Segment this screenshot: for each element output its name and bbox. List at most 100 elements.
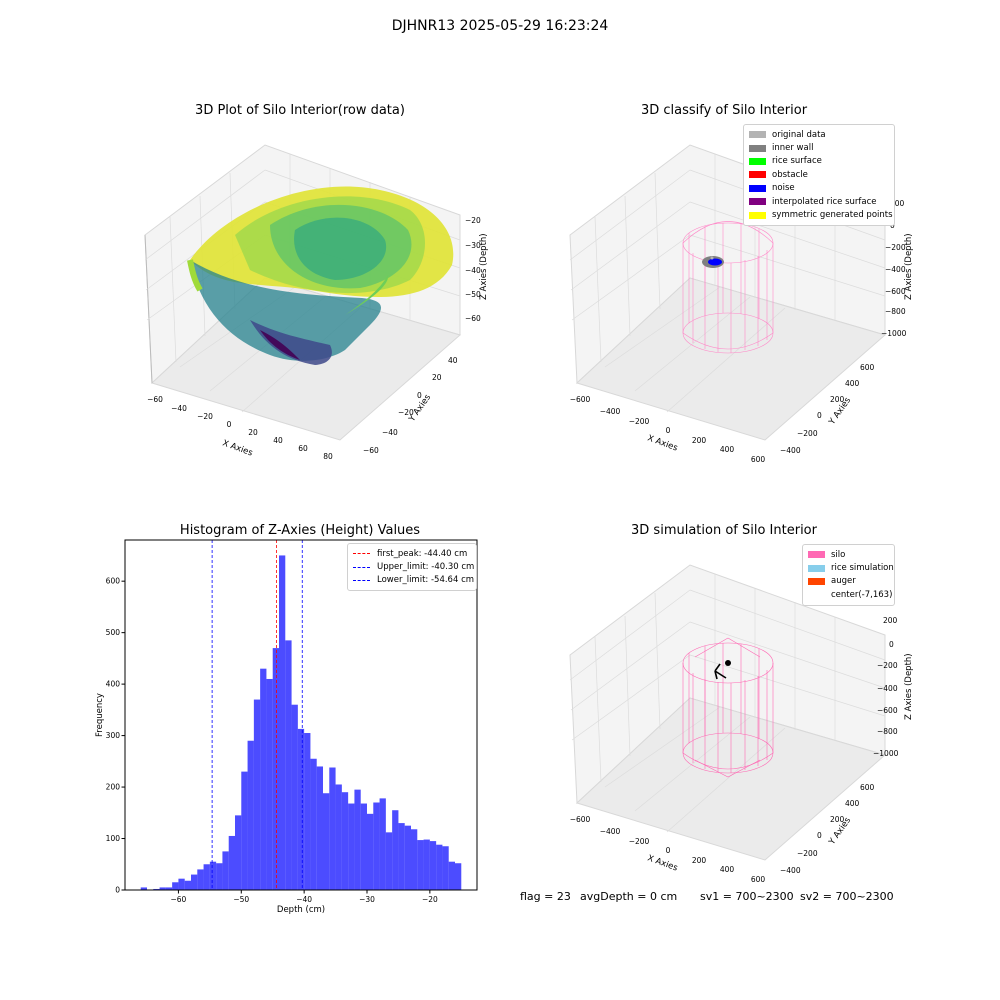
- histogram-bar: [203, 864, 210, 890]
- svg-text:400: 400: [720, 445, 735, 454]
- sv2-text: sv2 = 700~2300: [800, 890, 894, 903]
- svg-text:−600: −600: [885, 287, 906, 296]
- x-tick-label: −20: [422, 895, 438, 904]
- svg-text:−20: −20: [398, 408, 414, 417]
- y-tick-label: 300: [106, 731, 121, 740]
- y-tick-label: 400: [106, 680, 121, 689]
- legend-item: noise: [749, 182, 889, 195]
- svg-text:−400: −400: [780, 866, 801, 875]
- panel4-panes: [569, 564, 887, 861]
- x-tick-label: −50: [233, 895, 249, 904]
- panel4-z-label: Z Axies (Depth): [904, 653, 914, 720]
- histogram-bar: [260, 668, 267, 890]
- svg-text:20: 20: [432, 373, 442, 382]
- histogram-bar: [310, 758, 317, 890]
- histogram-bar: [297, 728, 305, 890]
- svg-text:−40: −40: [465, 266, 481, 275]
- svg-text:400: 400: [845, 799, 860, 808]
- histogram-bar: [423, 839, 430, 890]
- histogram-bar: [140, 887, 147, 890]
- svg-text:−600: −600: [877, 706, 898, 715]
- svg-text:−50: −50: [465, 290, 481, 299]
- svg-text:60: 60: [298, 444, 308, 453]
- panel1-z-ticks: −20 −30 −40 −50 −60: [465, 216, 481, 323]
- histogram-bar: [235, 815, 242, 890]
- histogram-bar: [153, 888, 160, 890]
- histogram-bar: [360, 803, 367, 890]
- svg-text:600: 600: [860, 783, 875, 792]
- histogram-bar: [455, 863, 462, 890]
- panel4-silo-wireframe: [682, 637, 774, 778]
- histogram-bar: [411, 829, 418, 890]
- legend-item: Upper_limit: -40.30 cm: [353, 560, 474, 573]
- histogram-bar: [191, 874, 198, 890]
- svg-text:−400: −400: [877, 684, 898, 693]
- svg-text:−30: −30: [465, 241, 481, 250]
- sv1-text: sv1 = 700~2300: [700, 890, 794, 903]
- svg-text:−200: −200: [629, 417, 650, 426]
- svg-text:600: 600: [751, 875, 766, 884]
- svg-text:80: 80: [323, 452, 333, 460]
- histogram-bar: [367, 813, 374, 890]
- svg-text:−200: −200: [797, 429, 818, 438]
- histogram-bar: [216, 863, 223, 890]
- histogram-bar: [209, 861, 217, 890]
- svg-text:0: 0: [817, 831, 822, 840]
- histogram-bar: [279, 555, 286, 890]
- legend-item: rice simulation: [808, 561, 894, 574]
- panel3-legend: first_peak: -44.40 cm Upper_limit: -40.3…: [347, 543, 477, 592]
- svg-text:−800: −800: [877, 727, 898, 736]
- panel2-title: 3D classify of Silo Interior: [640, 103, 808, 118]
- svg-text:200: 200: [692, 436, 707, 445]
- histogram-bar: [379, 798, 386, 890]
- svg-text:−200: −200: [797, 849, 818, 858]
- panel4-x-ticks: −600 −400 −200 0 200 400 600: [570, 815, 766, 884]
- svg-text:600: 600: [751, 455, 766, 464]
- svg-text:200: 200: [692, 856, 707, 865]
- legend-item: Lower_limit: -54.64 cm: [353, 574, 474, 587]
- svg-text:200: 200: [830, 395, 845, 404]
- legend-item: inner wall: [749, 141, 889, 154]
- panel1-y-ticks: −60−40 −200 20 40: [363, 356, 458, 455]
- histogram-bar: [436, 844, 443, 890]
- legend-item: symmetric generated points: [749, 208, 893, 221]
- x-tick-label: −30: [359, 895, 375, 904]
- panel2-silo-wireframe: [682, 221, 774, 354]
- histogram-bar: [159, 887, 166, 890]
- histogram-bar: [385, 832, 393, 890]
- panel4-grid: [569, 574, 886, 833]
- panel1-title: 3D Plot of Silo Interior(row data): [195, 103, 405, 118]
- histogram-bar: [404, 825, 411, 890]
- svg-text:0: 0: [417, 391, 422, 400]
- histogram-bar: [316, 766, 323, 890]
- histogram-bar: [197, 869, 204, 890]
- histogram-bar: [341, 792, 349, 890]
- svg-text:400: 400: [845, 379, 860, 388]
- avg-depth-text: avgDepth = 0 cm: [580, 890, 678, 903]
- x-tick-label: −40: [296, 895, 312, 904]
- svg-text:−40: −40: [171, 404, 187, 413]
- svg-text:−40: −40: [382, 428, 398, 437]
- histogram-bar: [172, 882, 179, 890]
- svg-text:40: 40: [273, 436, 283, 445]
- svg-text:−60: −60: [147, 395, 163, 404]
- svg-text:−400: −400: [600, 407, 621, 416]
- panel3-title: Histogram of Z-Axies (Height) Values: [179, 523, 421, 538]
- svg-text:−400: −400: [885, 265, 906, 274]
- svg-text:−60: −60: [363, 446, 379, 455]
- svg-text:0: 0: [666, 426, 671, 435]
- svg-text:200: 200: [890, 199, 905, 208]
- svg-text:−600: −600: [570, 395, 591, 404]
- svg-text:−20: −20: [465, 216, 481, 225]
- legend-item: rice surface: [749, 155, 889, 168]
- panel1-z-label: Z Axies (Depth): [479, 233, 489, 300]
- y-tick-label: 500: [106, 628, 121, 637]
- svg-text:−800: −800: [885, 307, 906, 316]
- histogram-bar: [247, 740, 254, 890]
- legend-item: first_peak: -44.40 cm: [353, 547, 471, 560]
- panel2-classified-points: [702, 256, 724, 268]
- histogram-bar: [184, 880, 191, 890]
- svg-text:−1000: −1000: [873, 749, 899, 758]
